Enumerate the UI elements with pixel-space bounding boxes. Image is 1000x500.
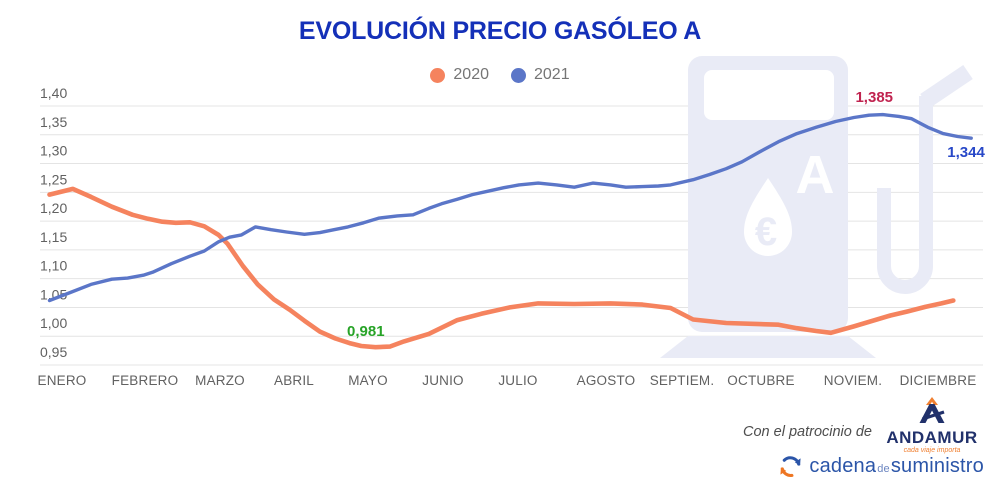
svg-text:€: €	[755, 210, 777, 254]
x-axis-label-octubre: OCTUBRE	[727, 373, 794, 388]
legend: 2020 2021	[0, 66, 1000, 84]
x-axis-label-julio: JULIO	[498, 373, 537, 388]
x-axis-label-septiem: SEPTIEM.	[650, 373, 715, 388]
series-line-2020	[47, 186, 956, 350]
y-tick-label: 1,40	[40, 85, 67, 101]
y-tick-label: 0,95	[40, 344, 67, 360]
andamur-a-icon	[919, 397, 945, 423]
andamur-wordmark: ANDAMUR	[886, 428, 978, 447]
cadena-de-word: de	[877, 463, 890, 475]
series-line-2021	[47, 112, 973, 303]
legend-dot-2021	[511, 67, 526, 83]
legend-label-2020: 2020	[453, 66, 489, 83]
annotation-0-981: 0,981	[347, 323, 385, 340]
circular-arrows-icon	[780, 456, 801, 477]
legend-item-2020: 2020	[430, 66, 489, 84]
legend-label-2021: 2021	[534, 66, 570, 83]
x-axis-label-mayo: MAYO	[348, 373, 388, 388]
legend-item-2021: 2021	[511, 66, 570, 84]
y-tick-label: 1,05	[40, 286, 67, 302]
x-axis-label-junio: JUNIO	[422, 373, 464, 388]
x-axis-label-abril: ABRIL	[274, 373, 314, 388]
y-tick-label: 1,30	[40, 143, 67, 159]
page-title: EVOLUCIÓN PRECIO GASÓLEO A	[298, 17, 702, 45]
legend-dot-2020	[430, 67, 446, 83]
y-tick-label: 1,10	[40, 258, 67, 274]
x-axis-label-noviem: NOVIEM.	[824, 373, 882, 388]
andamur-tagline: cada viaje importa	[903, 447, 961, 454]
annotations: 0,981 1,385 1,344	[347, 89, 985, 340]
annotation-1-385: 1,385	[855, 89, 893, 106]
y-tick-label: 1,35	[40, 114, 67, 130]
x-axis-label-enero: ENERO	[37, 373, 86, 388]
y-tick-label: 1,00	[40, 315, 67, 331]
cadena-word: cadena	[809, 455, 877, 477]
y-tick-label: 1,15	[40, 229, 67, 245]
fuel-pump-watermark-icon: A €	[660, 56, 973, 358]
cadena-de-suministro-logo: cadena de suministro	[779, 455, 984, 478]
data-series	[47, 112, 973, 350]
annotation-1-344: 1,344	[947, 144, 985, 161]
x-axis-label-marzo: MARZO	[195, 373, 245, 388]
x-axis-label-febrero: FEBRERO	[112, 373, 179, 388]
sponsor-prefix-text: Con el patrocinio de	[743, 424, 872, 440]
x-axis-label-agosto: AGOSTO	[577, 373, 636, 388]
x-axis-label-diciembre: DICIEMBRE	[900, 373, 977, 388]
cadena-wordmark: cadena de suministro	[809, 455, 984, 478]
y-tick-label: 1,25	[40, 171, 67, 187]
y-tick-label: 1,20	[40, 200, 67, 216]
svg-text:A: A	[796, 145, 835, 205]
andamur-logo: ANDAMUR cada viaje importa	[880, 397, 984, 454]
suministro-word: suministro	[890, 455, 984, 477]
axis-labels: ENERO FEBRERO MARZO ABRIL MAYO JUNIO JULIO AGOS…	[37, 373, 976, 388]
